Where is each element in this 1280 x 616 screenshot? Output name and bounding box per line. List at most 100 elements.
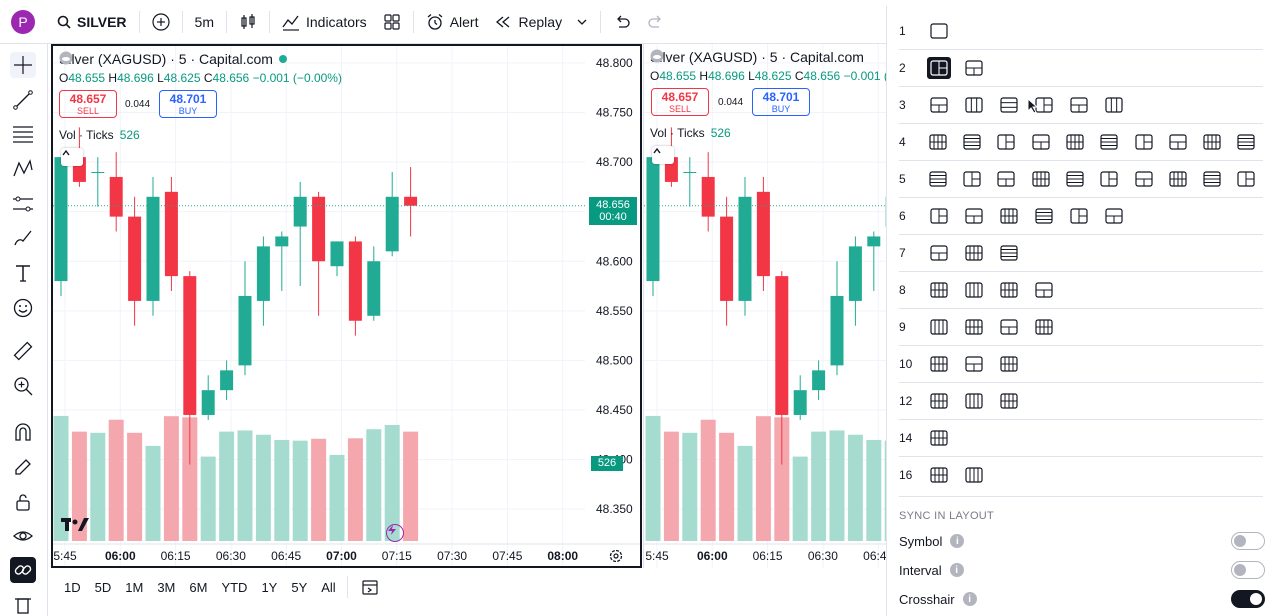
hide-tool[interactable] [10,523,36,549]
sync-symbol-toggle[interactable] [1231,532,1265,550]
layout-option-3-4-icon[interactable] [1032,94,1056,116]
layout-option-9-3-icon[interactable] [997,316,1021,338]
layout-option-5-10-icon[interactable] [1235,168,1258,190]
layout-option-8-1-icon[interactable] [927,279,951,301]
layout-option-4-2-icon[interactable] [960,131,983,153]
layout-option-12-2-icon[interactable] [962,390,986,412]
range-button-5d[interactable]: 5D [94,579,112,595]
layout-option-3-6-icon[interactable] [1102,94,1126,116]
sync-crosshair-toggle[interactable] [1231,590,1265,608]
chart-canvas[interactable]: 48.80048.75048.70048.65048.60048.55048.5… [53,46,640,566]
layout-option-2-2-icon[interactable] [962,57,986,79]
layout-option-6-6-icon[interactable] [1102,205,1126,227]
layout-option-6-3-icon[interactable] [997,205,1021,227]
layout-option-5-8-icon[interactable] [1166,168,1189,190]
layout-option-6-1-icon[interactable] [927,205,951,227]
info-icon[interactable]: i [962,592,977,606]
layout-option-4-5-icon[interactable] [1063,131,1086,153]
layout-option-6-4-icon[interactable] [1032,205,1056,227]
fib-tool[interactable] [10,121,36,147]
layout-option-5-2-icon[interactable] [960,168,983,190]
collapse-legend-button[interactable] [61,148,83,166]
layout-option-9-2-icon[interactable] [962,316,986,338]
layout-option-9-4-icon[interactable] [1032,316,1056,338]
layout-option-12-3-icon[interactable] [997,390,1021,412]
layout-option-16-1-icon[interactable] [927,464,951,486]
zoom-tool[interactable] [10,373,36,399]
layout-option-4-8-icon[interactable] [1166,131,1189,153]
interval-button[interactable]: 5m [194,13,214,30]
layout-option-1-1-icon[interactable] [927,20,951,42]
layout-option-5-5-icon[interactable] [1063,168,1086,190]
stay-in-drawing-tool[interactable] [10,454,36,480]
layout-option-6-2-icon[interactable] [962,205,986,227]
layout-option-5-7-icon[interactable] [1132,168,1155,190]
layout-option-3-1-icon[interactable] [927,94,951,116]
redo-button[interactable] [639,6,673,38]
symbol-search-button[interactable]: SILVER [49,6,135,38]
link-tool[interactable] [10,557,36,583]
layout-option-2-1-icon[interactable] [927,57,951,79]
layout-option-12-1-icon[interactable] [927,390,951,412]
chart-pane-secondary[interactable]: 5:45 06:00 06:15 06:30 06:45 Silver (XAGUSD)… [643,44,886,568]
info-icon[interactable]: i [950,534,965,548]
emoji-tool[interactable] [10,295,36,321]
layout-option-7-2-icon[interactable] [962,242,986,264]
lock-tool[interactable] [10,489,36,515]
range-button-1y[interactable]: 1Y [261,579,278,595]
sell-button[interactable]: 48.657 SELL [59,90,117,118]
crosshair-tool[interactable] [10,52,36,78]
layout-option-8-4-icon[interactable] [1032,279,1056,301]
measure-tool[interactable] [10,338,36,364]
indicators-button[interactable]: Indicators [274,6,375,38]
layout-option-6-5-icon[interactable] [1067,205,1091,227]
range-button-5y[interactable]: 5Y [291,579,308,595]
chart-type-button[interactable] [231,6,265,38]
collapse-legend-button-secondary[interactable] [652,146,674,164]
layout-option-5-1-icon[interactable] [926,168,949,190]
layout-option-7-3-icon[interactable] [997,242,1021,264]
layout-option-3-3-icon[interactable] [997,94,1021,116]
layout-option-4-10-icon[interactable] [1235,131,1258,153]
lightning-icon[interactable] [386,524,404,542]
layout-option-4-6-icon[interactable] [1098,131,1121,153]
replay-button[interactable]: Replay [486,6,596,38]
compare-symbol-button[interactable] [144,6,178,38]
range-button-all[interactable]: All [321,579,336,595]
layout-option-4-9-icon[interactable] [1200,131,1223,153]
layout-option-10-1-icon[interactable] [927,353,951,375]
undo-button[interactable] [605,6,639,38]
chart-pane-main[interactable]: 48.80048.75048.70048.65048.60048.55048.5… [51,44,642,568]
layout-option-7-1-icon[interactable] [927,242,951,264]
layout-option-8-2-icon[interactable] [962,279,986,301]
remove-tool[interactable] [10,596,36,614]
text-tool[interactable] [10,260,36,286]
layout-option-10-3-icon[interactable] [997,353,1021,375]
layout-option-4-7-icon[interactable] [1132,131,1155,153]
layout-option-4-1-icon[interactable] [926,131,949,153]
range-button-6m[interactable]: 6M [189,579,208,595]
goto-date-button[interactable] [360,577,380,597]
pattern-tool[interactable] [10,156,36,182]
layout-option-9-1-icon[interactable] [927,316,951,338]
layout-option-5-6-icon[interactable] [1098,168,1121,190]
brush-tool[interactable] [10,225,36,251]
buy-button-secondary[interactable]: 48.701 BUY [752,88,810,116]
layout-option-5-4-icon[interactable] [1029,168,1052,190]
user-avatar[interactable]: P [11,9,35,34]
layout-option-5-9-icon[interactable] [1200,168,1223,190]
range-button-1m[interactable]: 1M [125,579,144,595]
trend-line-tool[interactable] [10,87,36,113]
alert-button[interactable]: Alert [418,6,487,38]
settings-icon[interactable] [608,548,624,564]
layout-option-8-3-icon[interactable] [997,279,1021,301]
layout-option-10-2-icon[interactable] [962,353,986,375]
sell-button-secondary[interactable]: 48.657 SELL [651,88,709,116]
layout-option-3-5-icon[interactable] [1067,94,1091,116]
range-button-3m[interactable]: 3M [157,579,176,595]
layout-button[interactable] [375,6,409,38]
layout-option-4-4-icon[interactable] [1029,131,1052,153]
range-button-1d[interactable]: 1D [64,579,81,595]
magnet-tool[interactable] [10,419,36,445]
layout-option-4-3-icon[interactable] [995,131,1018,153]
